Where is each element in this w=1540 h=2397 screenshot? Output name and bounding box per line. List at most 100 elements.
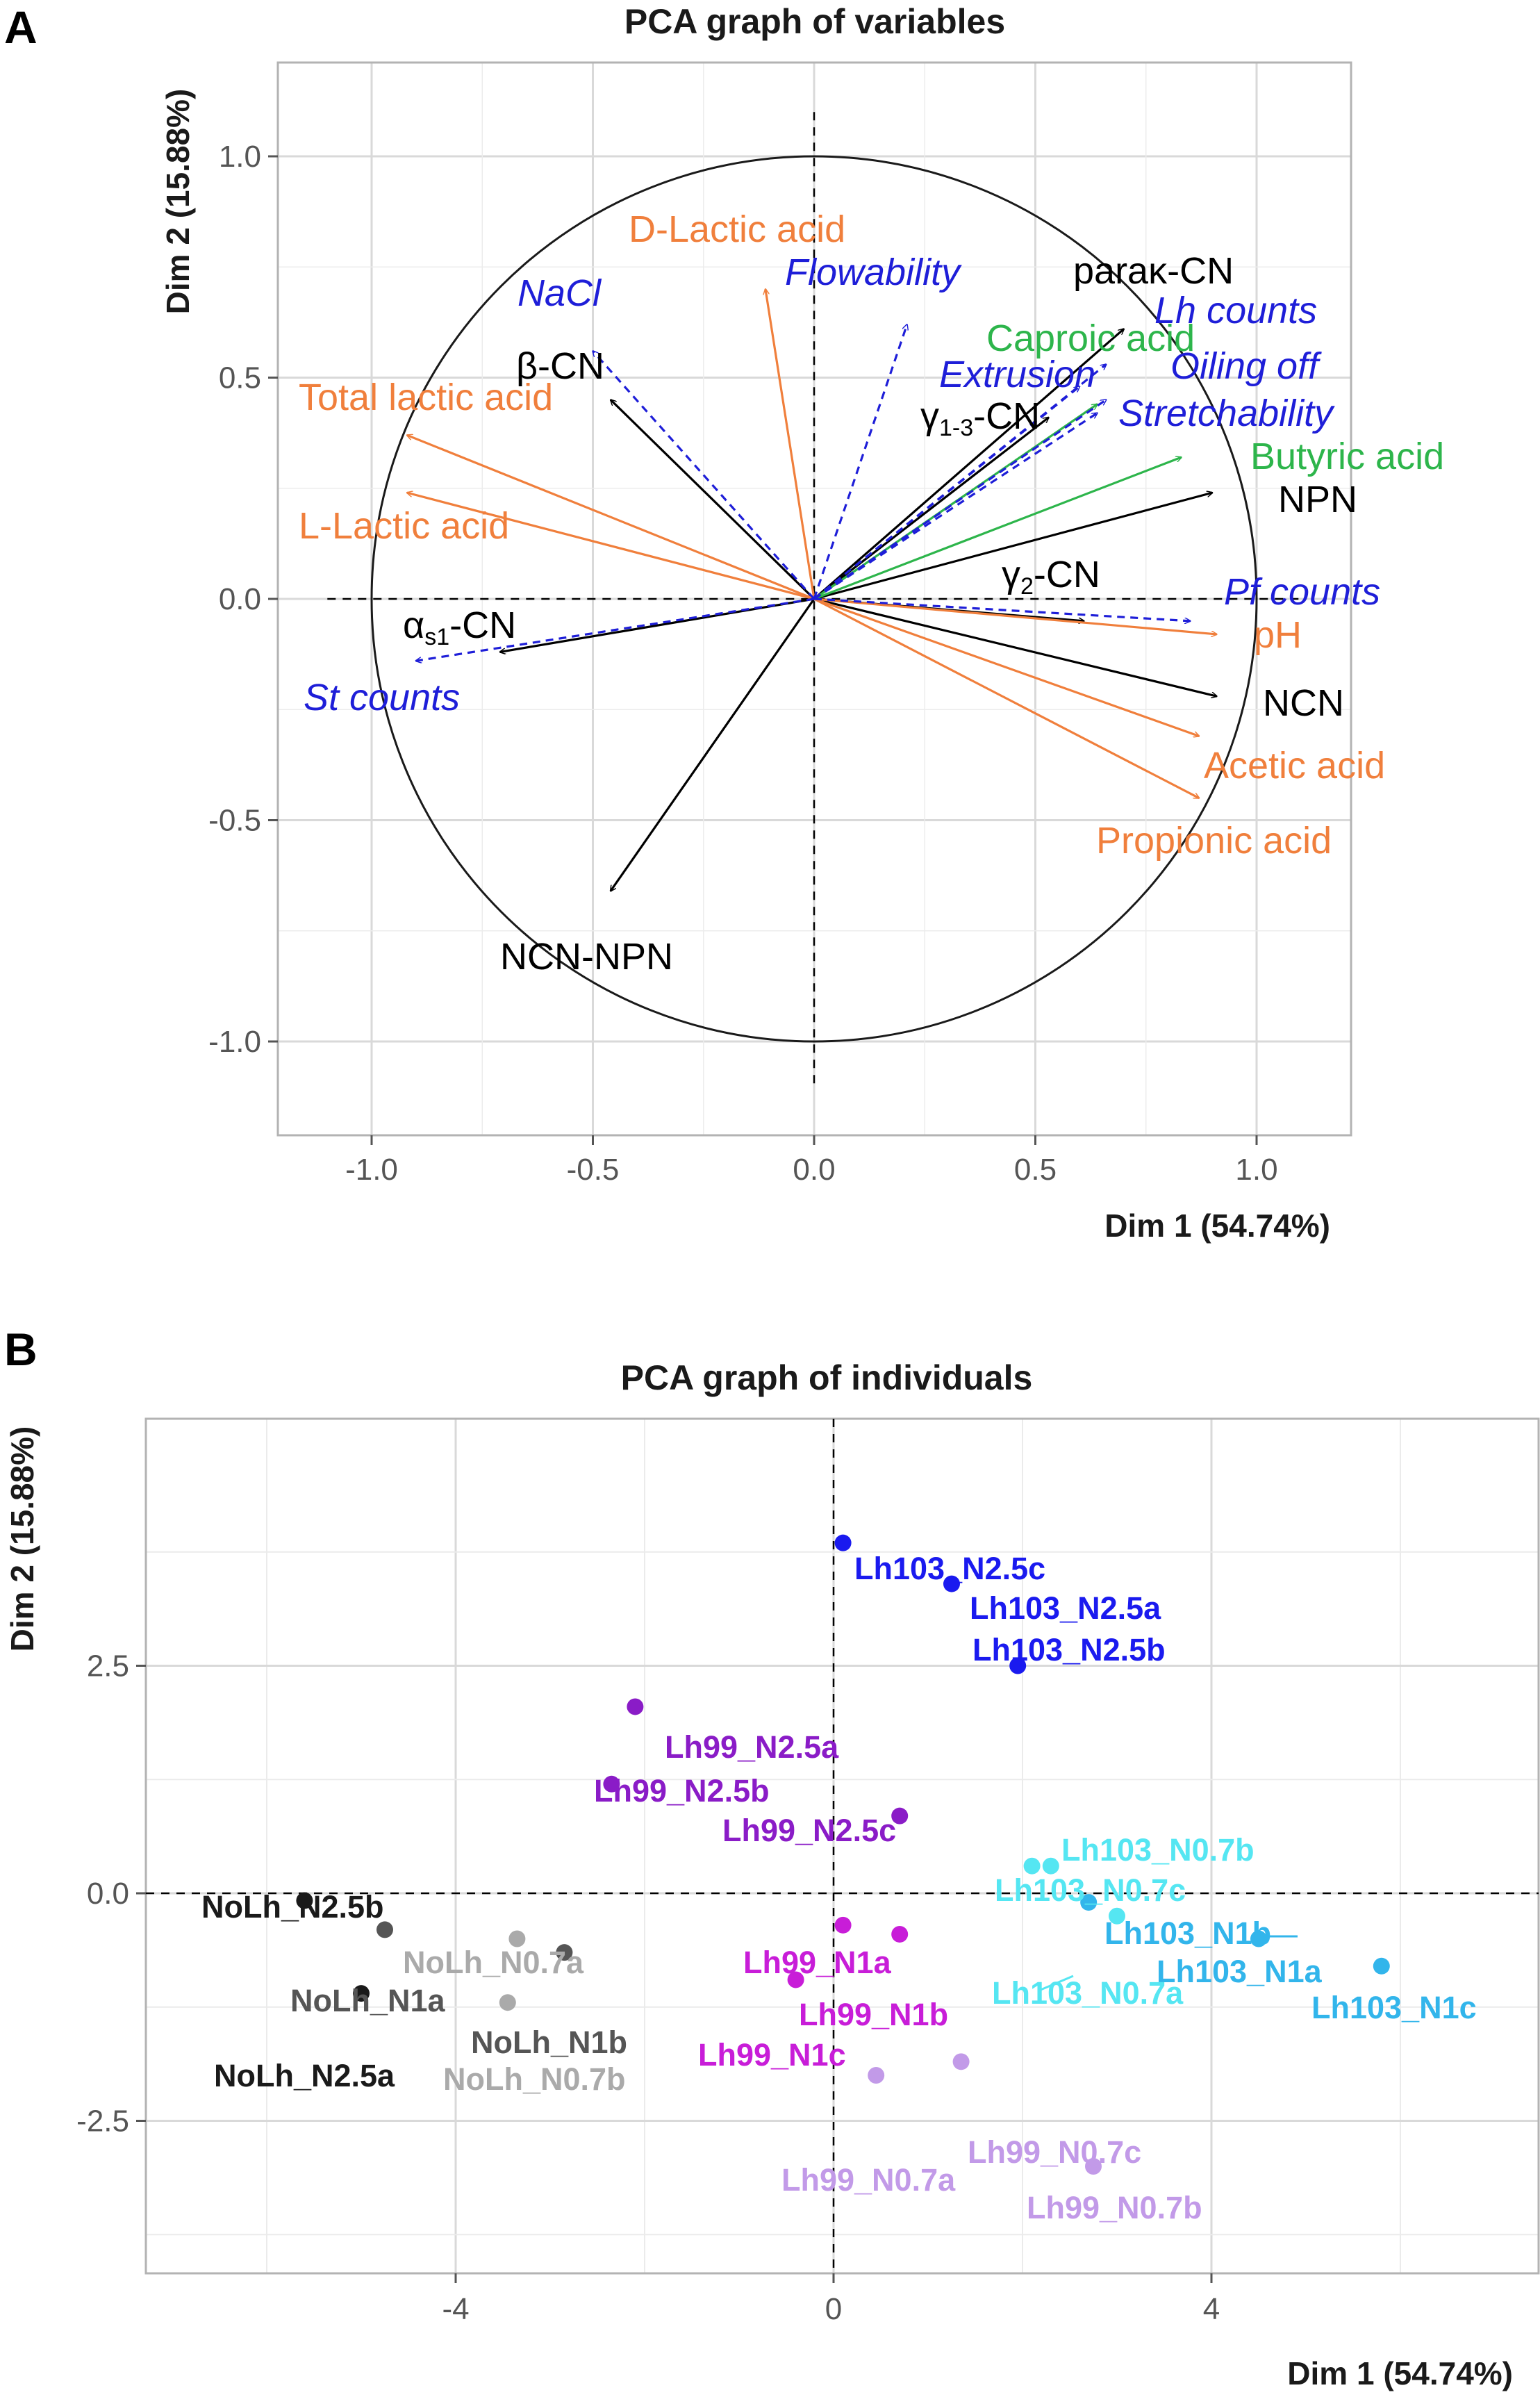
var-label-l-lactic: L-Lactic acid: [299, 505, 509, 547]
var-label-npn: NPN: [1278, 479, 1357, 520]
point-lh99-n0-7b: [1085, 2158, 1102, 2175]
point-nolh-n2-5a: [353, 1985, 370, 2002]
var-label-ncn: NCN: [1263, 682, 1344, 724]
point-lh99-n1a: [834, 1916, 852, 1934]
arrow-extrusion: [813, 386, 1079, 600]
point-lh103-n0-7c: [1023, 1857, 1041, 1875]
tick-b-y-label-1: 0.0: [87, 1877, 129, 1911]
chart-a-title: PCA graph of variables: [624, 2, 1005, 41]
point-label-lh103-n07c: Lh103_N0.7c: [995, 1872, 1186, 1908]
chart-a-unit-circle: [370, 155, 1258, 1043]
var-label-st-counts: St counts: [304, 677, 460, 718]
tick-b-x-label-0: -4: [442, 2292, 469, 2326]
point-lh103-n0-7a: [1109, 1907, 1125, 1925]
var-label-nacl: NaCl: [518, 272, 602, 314]
var-label-flowability: Flowability: [785, 252, 962, 293]
point-label-nolh-n25a: NoLh_N2.5a: [214, 2058, 395, 2093]
tick-a-y-label-2: 0.0: [219, 582, 261, 616]
point-lh99-n2-5a: [627, 1698, 644, 1715]
var-label-parak-cn: paraκ-CN: [1073, 250, 1234, 292]
var-label-alpha-s1-cn: αs1-CN: [403, 604, 516, 650]
point-label-lh103-n07a: Lh103_N0.7a: [992, 1975, 1184, 2011]
tick-b-y-label-2: -2.5: [76, 2104, 129, 2139]
arrow-cn: [611, 400, 815, 600]
arrow-s1-cn: [500, 598, 815, 652]
panel-a-variables: A PCA graph of variables D-Lactic acid N…: [4, 1, 1444, 1244]
point-label-nolh-n25b: NoLh_N2.5b: [201, 1889, 384, 1925]
chart-a-correlation-circle: [370, 155, 1258, 1043]
point-label-lh99-n07a: Lh99_N0.7a: [781, 2162, 956, 2198]
tick-b-x-label-2: 4: [1203, 2292, 1220, 2326]
arrow-flowability: [813, 324, 907, 600]
point-lh99-n0-7c: [952, 2053, 970, 2070]
var-label-gamma2-cn: γ2-CN: [1002, 554, 1100, 600]
var-label-pf-counts: Pf counts: [1224, 571, 1380, 613]
arrow-butyric-acid: [813, 457, 1182, 600]
point-label-lh99-n1b: Lh99_N1b: [799, 1997, 948, 2032]
arrow-total-lactic-acid: [407, 435, 815, 600]
point-nolh-n1b: [556, 1944, 573, 1961]
arrow-nacl: [593, 351, 815, 600]
chart-b-x-axis-label: Dim 1 (54.74%): [1287, 2355, 1513, 2391]
chart-b-y-axis-label: Dim 2 (15.88%): [4, 1426, 40, 1652]
point-lh99-n1c: [787, 1971, 804, 1988]
var-label-gamma13-cn: γ1-3-CN: [920, 395, 1040, 441]
leader-line-lh103-n07b: [1040, 1975, 1074, 1991]
point-label-nolh-n07b: NoLh_N0.7b: [443, 2061, 626, 2097]
panel-letter-a: A: [4, 1, 38, 53]
point-lh103-n2-5c: [834, 1534, 852, 1551]
point-lh103-n2-5a: [943, 1575, 960, 1592]
var-label-oiling-off: Oiling off: [1170, 345, 1322, 387]
panel-letter-b: B: [4, 1324, 38, 1375]
chart-a-variable-labels: D-Lactic acid NaCl Flowability paraκ-CN …: [299, 208, 1444, 978]
tick-a-y-label-1: 0.5: [219, 361, 261, 395]
var-label-butyric: Butyric acid: [1250, 436, 1444, 477]
arrow-ncn-npn: [611, 598, 815, 891]
arrow-ncn: [813, 598, 1217, 696]
point-label-lh103-n25b: Lh103_N2.5b: [972, 1632, 1166, 1667]
var-label-propionic: Propionic acid: [1096, 820, 1332, 862]
var-label-caproic: Caproic acid: [986, 318, 1195, 359]
arrow-l-lactic-acid: [407, 493, 815, 600]
var-label-total-lactic: Total lactic acid: [299, 377, 553, 418]
point-label-lh99-n25a: Lh99_N2.5a: [665, 1729, 839, 1765]
var-label-stretchability: Stretchability: [1118, 393, 1335, 434]
chart-b-points: [296, 1534, 1390, 2175]
tick-b-y-label-0: 2.5: [87, 1649, 129, 1683]
chart-b-plot-border: [144, 1417, 1540, 2275]
chart-a-axis-ticks: -1.0 -0.5 0.0 0.5 1.0 1.0 0.5 0.0 -0.5 -1.0: [208, 140, 1277, 1187]
point-label-nolh-n1a: NoLh_N1a: [290, 1983, 446, 2018]
arrow-d-lactic-acid: [765, 289, 815, 600]
point-label-lh99-n25c: Lh99_N2.5c: [722, 1813, 896, 1848]
point-label-lh99-n1c: Lh99_N1c: [698, 2037, 846, 2073]
point-label-lh103-n25a: Lh103_N2.5a: [970, 1590, 1161, 1626]
tick-a-y-label-3: -0.5: [208, 804, 261, 838]
point-label-nolh-n1b: NoLh_N1b: [471, 2025, 627, 2060]
tick-a-y-label-4: -1.0: [208, 1025, 261, 1059]
arrow-para-cn: [813, 329, 1124, 600]
point-label-nolh-n07a: NoLh_N0.7a: [403, 1945, 584, 1980]
tick-a-x-label-2: 0.0: [793, 1153, 835, 1187]
var-label-extrusion: Extrusion: [939, 354, 1095, 395]
panel-b-individuals: B PCA graph of individuals Lh103_N2.5c L…: [4, 1324, 1540, 2391]
var-label-acetic: Acetic acid: [1204, 745, 1385, 786]
chart-a-y-axis-label: Dim 2 (15.88%): [160, 89, 196, 315]
point-label-lh103-n1a: Lh103_N1a: [1157, 1954, 1323, 1989]
arrow-1-3-cn: [813, 418, 1049, 600]
chart-b-reference-lines: [146, 1419, 1539, 2273]
point-lh103-n1b: [1080, 1894, 1098, 1911]
point-lh103-n1c: [1373, 1957, 1390, 1975]
arrow-stretchability: [813, 413, 1098, 600]
point-label-lh103-n1c: Lh103_N1c: [1311, 1990, 1477, 2025]
point-lh99-n1b: [891, 1925, 909, 1943]
arrow-ph: [813, 598, 1217, 634]
var-label-ncn-npn: NCN-NPN: [500, 936, 673, 978]
chart-a-arrows: [407, 289, 1217, 891]
point-label-lh99-n07c: Lh99_N0.7c: [968, 2134, 1141, 2170]
point-lh99-n0-7a: [868, 2067, 885, 2084]
arrow-st-counts: [416, 598, 815, 661]
arrow-pf-counts: [813, 598, 1190, 621]
chart-a-x-axis-label: Dim 1 (54.74%): [1104, 1208, 1330, 1244]
arrow-npn: [813, 493, 1212, 600]
